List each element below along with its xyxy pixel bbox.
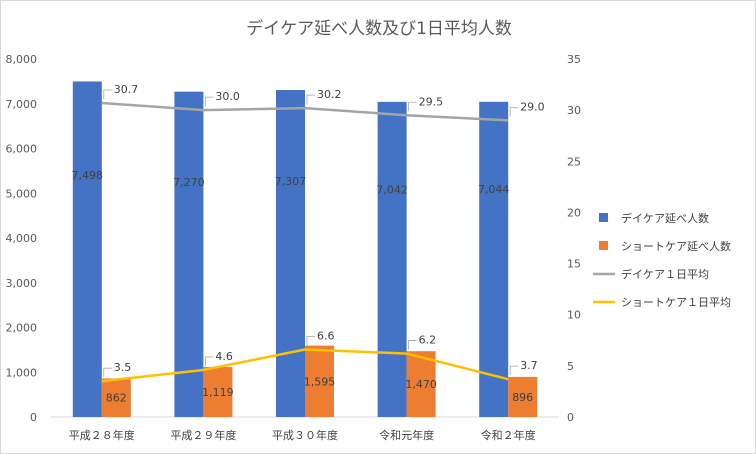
bar-data-label: 1,470 <box>405 378 437 391</box>
bar-daycare <box>174 91 204 417</box>
y-left-tick-label: 5,000 <box>6 187 38 200</box>
line-data-label: 3.7 <box>520 359 538 372</box>
y-right-tick-label: 30 <box>567 104 581 117</box>
legend-swatch <box>599 213 608 222</box>
leader-line <box>408 101 417 112</box>
bar-shortcare <box>203 366 233 417</box>
y-left-tick-label: 4,000 <box>6 232 38 245</box>
x-tick-label: 令和元年度 <box>379 428 434 442</box>
data-labels: 7,498 7,270 7,307 7,042 7,044 862 1,119 1,595 1,… <box>72 83 545 405</box>
bar-data-label: 7,498 <box>72 169 104 182</box>
y-right-tick-label: 0 <box>567 411 574 424</box>
x-tick-label: 平成２９年度 <box>170 428 236 442</box>
leader-line <box>103 367 112 378</box>
y-left-tick-label: 6,000 <box>6 143 38 156</box>
y-left-tick-label: 1,000 <box>6 366 38 379</box>
legend-label: ショートケア延べ人数 <box>621 240 731 253</box>
y-right-tick-label: 5 <box>567 360 574 373</box>
line-data-label: 30.7 <box>114 83 139 96</box>
bar-data-label: 1,119 <box>202 386 234 399</box>
bar-data-label: 7,042 <box>376 183 408 196</box>
y-right-tick-label: 20 <box>567 206 581 219</box>
leader-line <box>306 336 315 346</box>
y-left-tick-label: 7,000 <box>6 98 38 111</box>
bar-daycare <box>377 101 407 418</box>
legend-swatch <box>599 241 608 250</box>
y-right-tick-label: 10 <box>567 309 581 322</box>
bar-shortcare <box>101 378 131 417</box>
line-data-label: 30.2 <box>317 88 342 101</box>
x-tick-label: 平成３０年度 <box>272 428 338 442</box>
bar-data-label: 7,307 <box>275 175 307 188</box>
y-left-tick-label: 0 <box>30 411 37 424</box>
axes: 0 1,000 2,000 3,000 4,000 5,000 6,000 7,000 8,00… <box>6 53 582 442</box>
leader-line <box>408 340 417 350</box>
leader-line <box>509 365 519 376</box>
leader-line <box>306 94 315 105</box>
line-data-label: 29.0 <box>520 100 545 113</box>
bar-shortcare <box>406 351 436 417</box>
bar-data-label: 7,270 <box>173 176 205 189</box>
bar-daycare <box>479 101 509 417</box>
bar-shortcare <box>305 345 334 417</box>
y-right-tick-label: 25 <box>567 155 581 168</box>
lines <box>101 101 509 383</box>
bar-daycare <box>72 81 102 417</box>
leader-line <box>204 356 214 366</box>
bar-shortcare <box>508 376 538 417</box>
legend-label: デイケア１日平均 <box>621 267 709 281</box>
y-left-tick-label: 3,000 <box>6 277 38 290</box>
y-left-tick-label: 8,000 <box>6 53 38 66</box>
line-shortcare-avg <box>101 348 509 383</box>
line-data-label: 6.2 <box>419 334 437 347</box>
bar-daycare <box>276 90 305 417</box>
line-data-label: 4.6 <box>215 350 233 363</box>
legend-label: デイケア延べ人数 <box>621 211 709 225</box>
legend-label: ショートケア１日平均 <box>621 296 731 309</box>
line-data-label: 6.6 <box>317 329 335 342</box>
bar-data-label: 896 <box>512 391 533 404</box>
bar-data-label: 1,595 <box>304 375 336 388</box>
line-data-label: 3.5 <box>114 361 132 374</box>
bar-data-label: 7,044 <box>478 183 510 196</box>
leader-line <box>509 106 519 117</box>
bar-data-label: 862 <box>106 392 127 405</box>
x-tick-label: 平成２８年度 <box>69 428 135 442</box>
chart-title: デイケア延べ人数及び1日平均人数 <box>246 18 512 39</box>
y-right-tick-label: 35 <box>567 53 581 66</box>
y-left-tick-label: 2,000 <box>6 322 38 335</box>
leader-line <box>204 96 214 107</box>
bars <box>72 81 538 418</box>
line-daycare-avg <box>101 101 509 122</box>
line-data-label: 30.0 <box>215 90 240 103</box>
y-right-tick-label: 15 <box>567 258 581 271</box>
leader-line <box>103 89 112 99</box>
line-data-label: 29.5 <box>419 95 444 108</box>
x-tick-label: 令和２年度 <box>481 428 536 442</box>
